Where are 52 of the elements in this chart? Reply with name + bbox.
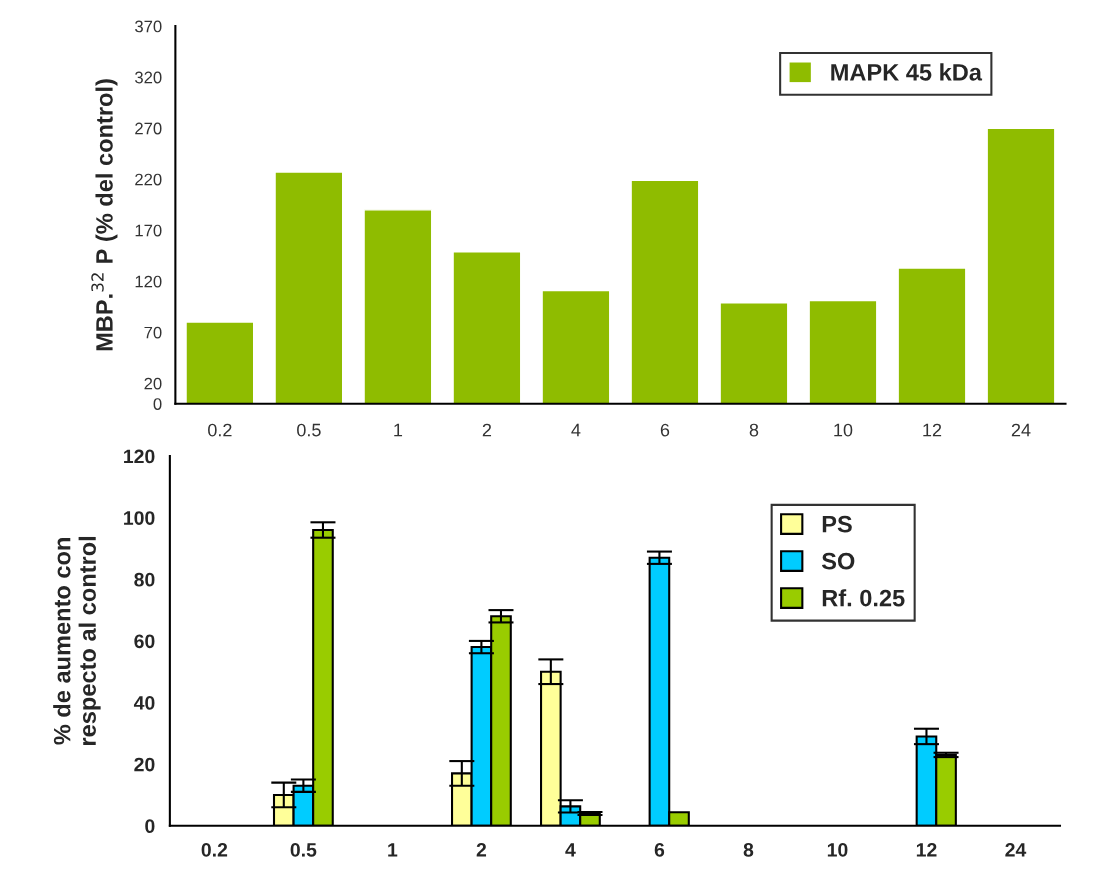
bar <box>185 321 255 404</box>
y-axis-title: MBP.$^{32}$ P (% del control) <box>91 79 118 351</box>
y-tick-label: 80 <box>134 572 155 587</box>
x-tick-label: 0.5 <box>297 423 321 437</box>
x-tick-label: 8 <box>749 423 759 437</box>
y-tick-label: 370 <box>135 20 162 33</box>
bar <box>363 209 433 404</box>
legend-label: PS <box>822 515 852 533</box>
legend-label: SO <box>821 552 855 570</box>
x-tick-label: 6 <box>660 423 670 437</box>
y-tick-label: 60 <box>134 634 155 649</box>
y-tick-label: 120 <box>135 275 162 288</box>
x-tick-label: 0.2 <box>201 842 228 857</box>
bar <box>986 127 1056 404</box>
y-tick-label: 170 <box>135 224 162 237</box>
bar <box>541 289 611 404</box>
x-tick-label: 2 <box>482 423 492 437</box>
y-tick-label: 0 <box>153 398 162 410</box>
x-tick-label: 0.2 <box>208 423 232 437</box>
y-tick-label: 270 <box>135 122 162 135</box>
x-tick-label: 24 <box>1005 842 1027 857</box>
y-tick-label: 120 <box>124 449 155 464</box>
y-tick-label: 320 <box>135 71 162 84</box>
y-tick-label: 220 <box>135 173 162 186</box>
x-tick-label: 1 <box>394 423 403 437</box>
x-tick-label: 4 <box>571 423 581 437</box>
x-tick-label: 24 <box>1011 423 1031 437</box>
x-tick-label: 10 <box>834 423 853 437</box>
bar <box>452 250 522 404</box>
x-tick-label: 4 <box>565 843 576 857</box>
y-tick-label: 70 <box>144 326 162 339</box>
bar <box>274 171 344 404</box>
x-tick-label: 12 <box>916 842 937 857</box>
y-tick-label: 0 <box>145 819 155 834</box>
legend-label: Rf. 0.25 <box>822 589 905 607</box>
bar <box>630 179 700 404</box>
x-tick-label: 8 <box>743 842 754 857</box>
y-tick-label: 20 <box>144 377 162 390</box>
bar <box>897 267 967 404</box>
bar <box>808 299 878 404</box>
y-tick-label: 20 <box>134 757 155 772</box>
bar <box>719 302 789 404</box>
legend-label: MAPK 45 kDa <box>831 63 983 81</box>
x-tick-label: 1 <box>388 843 398 857</box>
y-tick-label: 100 <box>124 511 155 525</box>
x-tick-label: 6 <box>654 842 665 857</box>
y-tick-label: 40 <box>133 696 155 710</box>
x-tick-label: 2 <box>476 842 487 857</box>
x-tick-label: 0.5 <box>290 842 317 857</box>
x-tick-label: 10 <box>827 842 848 857</box>
y-axis-title: % de aumento con respecto al control <box>53 536 101 745</box>
x-tick-label: 12 <box>923 423 942 437</box>
